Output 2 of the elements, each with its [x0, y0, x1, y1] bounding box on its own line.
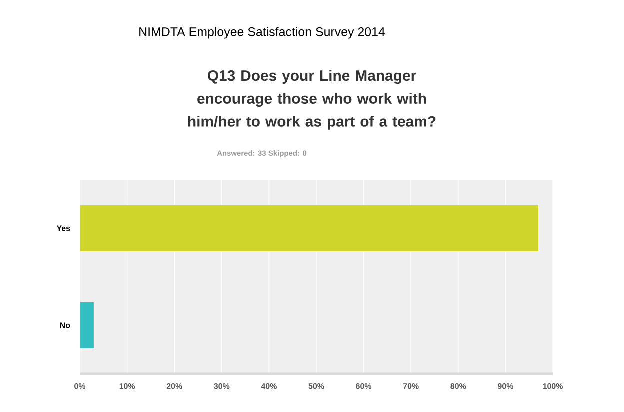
chart-subtitle: Q13 Does your Line Manager encourage those who work with him/her to work as part of a team?	[188, 70, 436, 130]
chart-title: NIMDTA Employee Satisfaction Survey 2014	[140, 27, 386, 39]
